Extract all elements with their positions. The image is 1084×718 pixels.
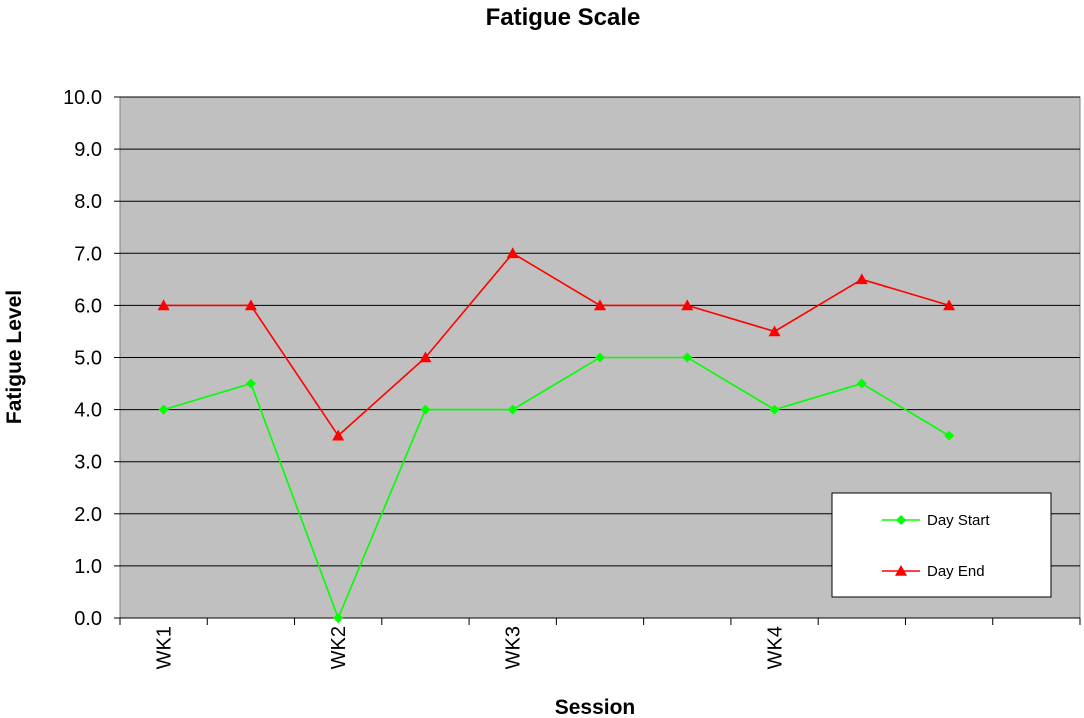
y-tick-label: 0.0 bbox=[74, 608, 102, 630]
day-start-point bbox=[682, 352, 693, 363]
y-tick-label: 1.0 bbox=[74, 556, 102, 578]
x-axis-ticks: WK1 WK2 WK3 WK4 bbox=[119, 617, 1081, 669]
day-end-line bbox=[163, 252, 950, 437]
y-tick-label: 10.0 bbox=[63, 87, 102, 109]
legend-marker-day-end bbox=[895, 565, 907, 576]
x-tick-label: WK1 bbox=[154, 626, 176, 669]
y-tick-label: 5.0 bbox=[74, 348, 102, 370]
x-tick-label: WK4 bbox=[765, 626, 787, 669]
y-tick-label: 3.0 bbox=[74, 452, 102, 474]
day-start-point bbox=[333, 613, 344, 623]
day-end-point bbox=[419, 351, 432, 363]
y-tick-label: 8.0 bbox=[74, 191, 102, 213]
day-end-point bbox=[244, 299, 257, 311]
day-start-point bbox=[944, 430, 955, 441]
day-end-point bbox=[594, 299, 606, 311]
day-start-point bbox=[595, 352, 605, 363]
day-start-point bbox=[420, 404, 431, 415]
day-end-point bbox=[855, 273, 868, 285]
day-start-point bbox=[158, 404, 169, 415]
legend-label-day-end: Day End bbox=[927, 563, 985, 580]
y-axis-title: Fatigue Level bbox=[3, 290, 26, 424]
legend: Day Start Day End bbox=[831, 492, 1052, 598]
legend-marker-day-start bbox=[896, 515, 906, 525]
y-tick-label: 2.0 bbox=[74, 504, 102, 526]
day-end-point bbox=[943, 299, 956, 311]
x-tick-label: WK3 bbox=[503, 626, 525, 669]
day-end-point bbox=[681, 299, 694, 311]
day-end-point bbox=[332, 429, 345, 441]
series-day-start bbox=[158, 352, 955, 623]
day-start-line bbox=[163, 356, 950, 621]
series-day-end bbox=[157, 247, 956, 441]
day-start-point bbox=[245, 378, 256, 389]
day-end-point bbox=[768, 325, 781, 337]
day-start-point bbox=[507, 404, 518, 415]
x-tick-label: WK2 bbox=[328, 626, 350, 669]
y-tick-label: 6.0 bbox=[74, 295, 102, 317]
y-tick-label: 4.0 bbox=[74, 400, 102, 422]
legend-box bbox=[831, 492, 1052, 598]
y-tick-label: 7.0 bbox=[74, 243, 102, 265]
day-end-point bbox=[506, 247, 519, 259]
y-axis-ticks: 0.0 1.0 2.0 3.0 4.0 5.0 6.0 7.0 8.0 9.0 10.0 bbox=[63, 87, 120, 630]
day-start-point bbox=[769, 404, 780, 415]
y-tick-label: 9.0 bbox=[74, 139, 102, 161]
chart-title: Fatigue Scale bbox=[486, 4, 641, 31]
x-axis-title: Session bbox=[555, 696, 636, 718]
series-layer bbox=[157, 247, 956, 623]
day-end-point bbox=[157, 299, 170, 311]
day-start-point bbox=[856, 378, 867, 389]
legend-label-day-start: Day Start bbox=[927, 512, 990, 529]
